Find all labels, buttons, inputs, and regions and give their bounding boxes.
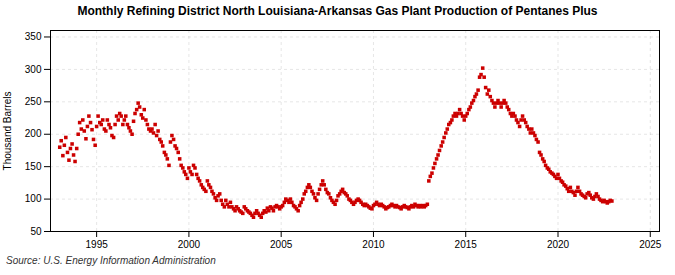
svg-text:250: 250 — [25, 96, 42, 107]
svg-text:2000: 2000 — [178, 239, 201, 250]
svg-text:2010: 2010 — [362, 239, 385, 250]
svg-text:100: 100 — [25, 193, 42, 204]
svg-text:300: 300 — [25, 64, 42, 75]
svg-text:350: 350 — [25, 31, 42, 42]
html-text:Monthly Refining District Nort: Monthly Refining District North Louisian… — [77, 4, 598, 18]
svg-text:2005: 2005 — [270, 239, 293, 250]
svg-text:50: 50 — [30, 226, 42, 237]
svg-text:2020: 2020 — [547, 239, 570, 250]
svg-text:2025: 2025 — [639, 239, 662, 250]
svg-text:2015: 2015 — [455, 239, 478, 250]
html-text:Source: U.S. Energy Informatio: Source: U.S. Energy Information Administ… — [6, 255, 216, 266]
svg-text:200: 200 — [25, 128, 42, 139]
svg-text:1995: 1995 — [86, 239, 109, 250]
svg-text:Thousand Barrels: Thousand Barrels — [2, 92, 13, 171]
svg-text:150: 150 — [25, 161, 42, 172]
